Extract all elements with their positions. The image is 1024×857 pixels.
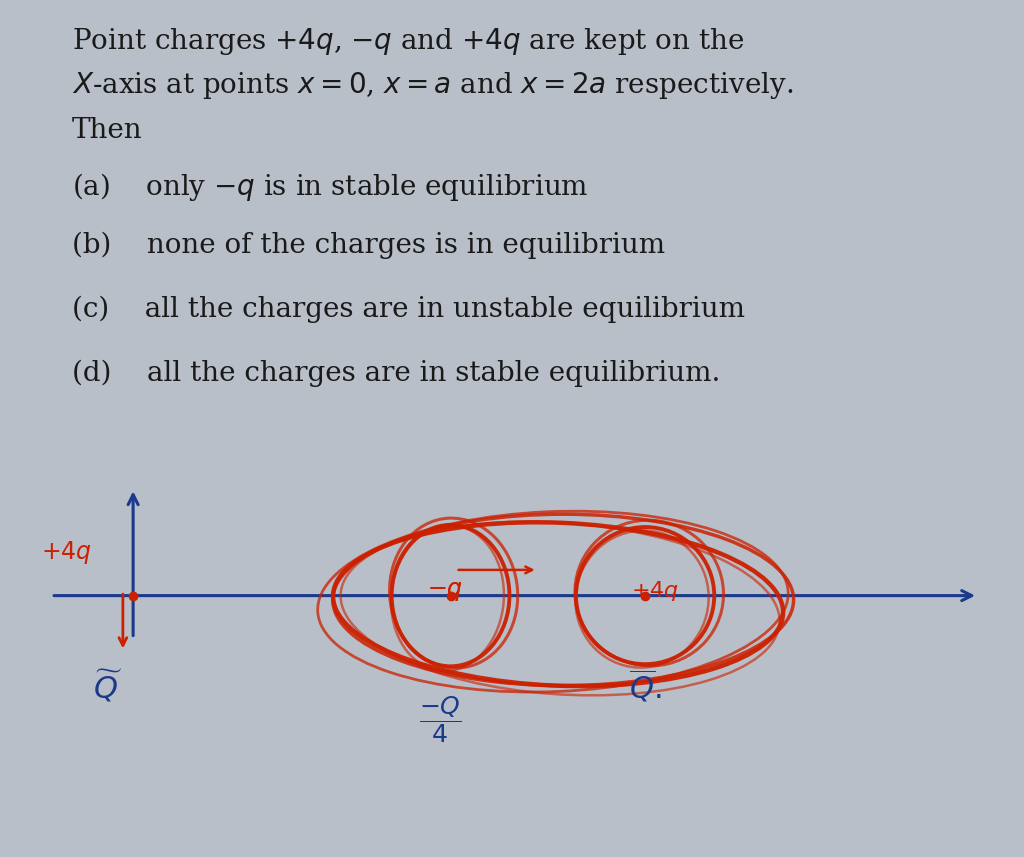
- Text: $-q$: $-q$: [427, 579, 464, 603]
- Text: (c)    all the charges are in unstable equilibrium: (c) all the charges are in unstable equi…: [72, 296, 744, 323]
- Text: $+4q$: $+4q$: [41, 539, 92, 566]
- Text: (a)    only $-q$ is in stable equilibrium: (a) only $-q$ is in stable equilibrium: [72, 171, 588, 203]
- Text: (b)    none of the charges is in equilibrium: (b) none of the charges is in equilibriu…: [72, 231, 665, 259]
- Text: Then: Then: [72, 117, 142, 145]
- Text: $\overline{Q}.$: $\overline{Q}.$: [629, 668, 662, 705]
- Text: $X$-axis at points $x=0$, $x=a$ and $x=2a$ respectively.: $X$-axis at points $x=0$, $x=a$ and $x=2…: [72, 70, 793, 101]
- Text: $\widetilde{Q}$: $\widetilde{Q}$: [93, 668, 122, 705]
- Text: $+4q$: $+4q$: [632, 579, 679, 603]
- Text: (d)    all the charges are in stable equilibrium.: (d) all the charges are in stable equili…: [72, 360, 720, 387]
- Text: $\dfrac{-Q}{4}$: $\dfrac{-Q}{4}$: [419, 694, 462, 745]
- Text: Point charges $+4q$, $-q$ and $+4q$ are kept on the: Point charges $+4q$, $-q$ and $+4q$ are …: [72, 26, 743, 57]
- Text: $-q$: $-q$: [427, 579, 464, 603]
